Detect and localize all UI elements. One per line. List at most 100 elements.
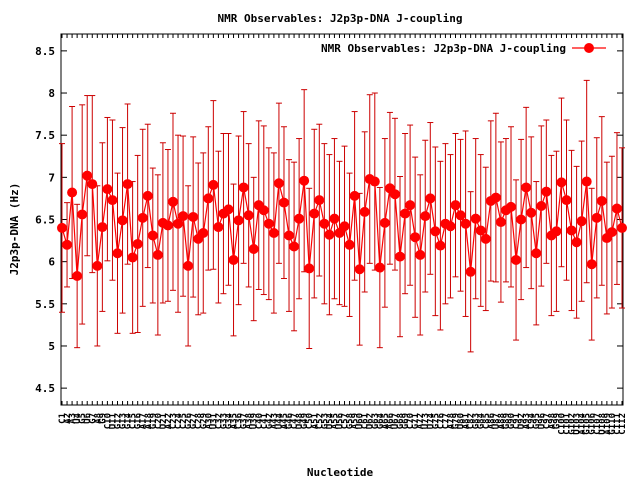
x-tick-label: A109 — [603, 413, 613, 435]
data-point — [415, 249, 426, 260]
x-tick-label: A17 — [139, 413, 149, 429]
x-tick-label: C82 — [467, 413, 477, 429]
x-tick-label: G83 — [472, 413, 482, 429]
x-tick-label: G33 — [219, 413, 229, 429]
data-point — [536, 201, 547, 212]
x-tick-label: C107 — [593, 413, 603, 435]
y-axis-label: J2p3p-DNA (Hz) — [8, 183, 21, 276]
x-tick-label: C25 — [179, 413, 189, 429]
data-point — [309, 208, 320, 219]
x-tick-label: A65 — [381, 413, 391, 429]
x-tick-label: A8 — [93, 413, 103, 424]
data-point — [561, 195, 572, 206]
data-point — [566, 225, 577, 236]
data-point — [354, 264, 365, 275]
data-point — [521, 182, 532, 193]
x-tick-label: G19 — [149, 413, 159, 429]
data-point — [238, 182, 249, 193]
x-tick-label: A2 — [63, 413, 73, 424]
data-point — [506, 201, 517, 212]
data-point — [395, 251, 406, 262]
x-tick-label: G63 — [371, 413, 381, 429]
data-point — [152, 249, 163, 260]
data-point — [586, 259, 597, 270]
x-tick-label: C15 — [129, 413, 139, 429]
data-point — [349, 190, 360, 201]
x-tick-label: G71 — [411, 413, 421, 429]
data-point — [339, 221, 350, 232]
data-point — [173, 218, 184, 229]
x-tick-label: C76 — [436, 413, 446, 429]
data-point — [405, 200, 416, 211]
data-point — [243, 210, 254, 221]
data-point — [410, 232, 421, 243]
data-point — [294, 213, 305, 224]
x-tick-label: G79 — [452, 413, 462, 429]
data-point — [299, 175, 310, 186]
data-point — [77, 209, 88, 220]
data-point — [400, 208, 411, 219]
x-tick-label: U56 — [335, 413, 345, 429]
x-tick-label: C23 — [169, 413, 179, 429]
data-point — [203, 193, 214, 204]
x-tick-label: A51 — [310, 413, 320, 429]
data-point — [289, 241, 300, 252]
data-point — [420, 211, 431, 222]
x-tick-label: A38 — [245, 413, 255, 429]
x-tick-label: U4 — [73, 412, 83, 423]
x-tick-label: C70 — [406, 413, 416, 429]
data-point — [314, 195, 325, 206]
data-point — [92, 260, 103, 271]
y-tick-label: 6 — [48, 256, 55, 269]
data-point — [198, 227, 209, 238]
plot-frame — [60, 33, 624, 406]
x-tick-label: U54 — [325, 412, 335, 429]
data-point — [526, 207, 537, 218]
y-tick-label: 5.5 — [35, 298, 55, 311]
x-tick-label: A22 — [164, 413, 174, 429]
y-tick-label: 4.5 — [35, 382, 55, 395]
x-tick-label: C50 — [305, 413, 315, 429]
x-tick-label: A86 — [487, 413, 497, 429]
x-tick-label: U108 — [598, 413, 608, 435]
x-tick-label: U92 — [517, 413, 527, 429]
data-point — [268, 227, 279, 238]
x-tick-label: G89 — [502, 413, 512, 429]
x-tick-label: C100 — [557, 413, 567, 435]
data-point — [490, 192, 501, 203]
x-tick-label: A30 — [204, 413, 214, 429]
data-point — [460, 218, 471, 229]
data-point — [67, 187, 78, 198]
x-tick-label: C32 — [214, 413, 224, 429]
x-tick-label: A18 — [144, 413, 154, 429]
data-point — [511, 254, 522, 265]
data-point — [258, 205, 269, 216]
x-tick-label: C112 — [618, 413, 628, 435]
x-tick-label: C36 — [235, 413, 245, 429]
data-point — [178, 211, 189, 222]
legend: NMR Observables: J2p3p-DNA J-coupling — [321, 42, 606, 55]
x-tick-label: C52 — [315, 413, 325, 429]
data-point — [248, 244, 259, 255]
data-point — [606, 227, 617, 238]
x-tick-label: U60 — [356, 413, 366, 429]
x-tick-label: G64 — [376, 412, 386, 429]
x-tick-label: G26 — [184, 413, 194, 429]
data-point — [541, 186, 552, 197]
x-tick-label: G37 — [240, 413, 250, 429]
x-tick-label: U96 — [537, 413, 547, 429]
data-point — [223, 204, 234, 215]
data-point — [117, 215, 128, 226]
data-point — [188, 211, 199, 222]
x-tick-label: G53 — [320, 413, 330, 429]
x-tick-label: C24 — [174, 412, 184, 429]
data-point — [278, 197, 289, 208]
data-point — [475, 225, 486, 236]
x-tick-label: C77 — [441, 413, 451, 429]
x-tick-label: G9 — [98, 413, 108, 424]
legend-swatch-marker — [584, 43, 594, 53]
data-point — [445, 221, 456, 232]
x-tick-label: G49 — [300, 413, 310, 429]
data-point — [369, 176, 380, 187]
x-tick-label: U80 — [457, 413, 467, 429]
